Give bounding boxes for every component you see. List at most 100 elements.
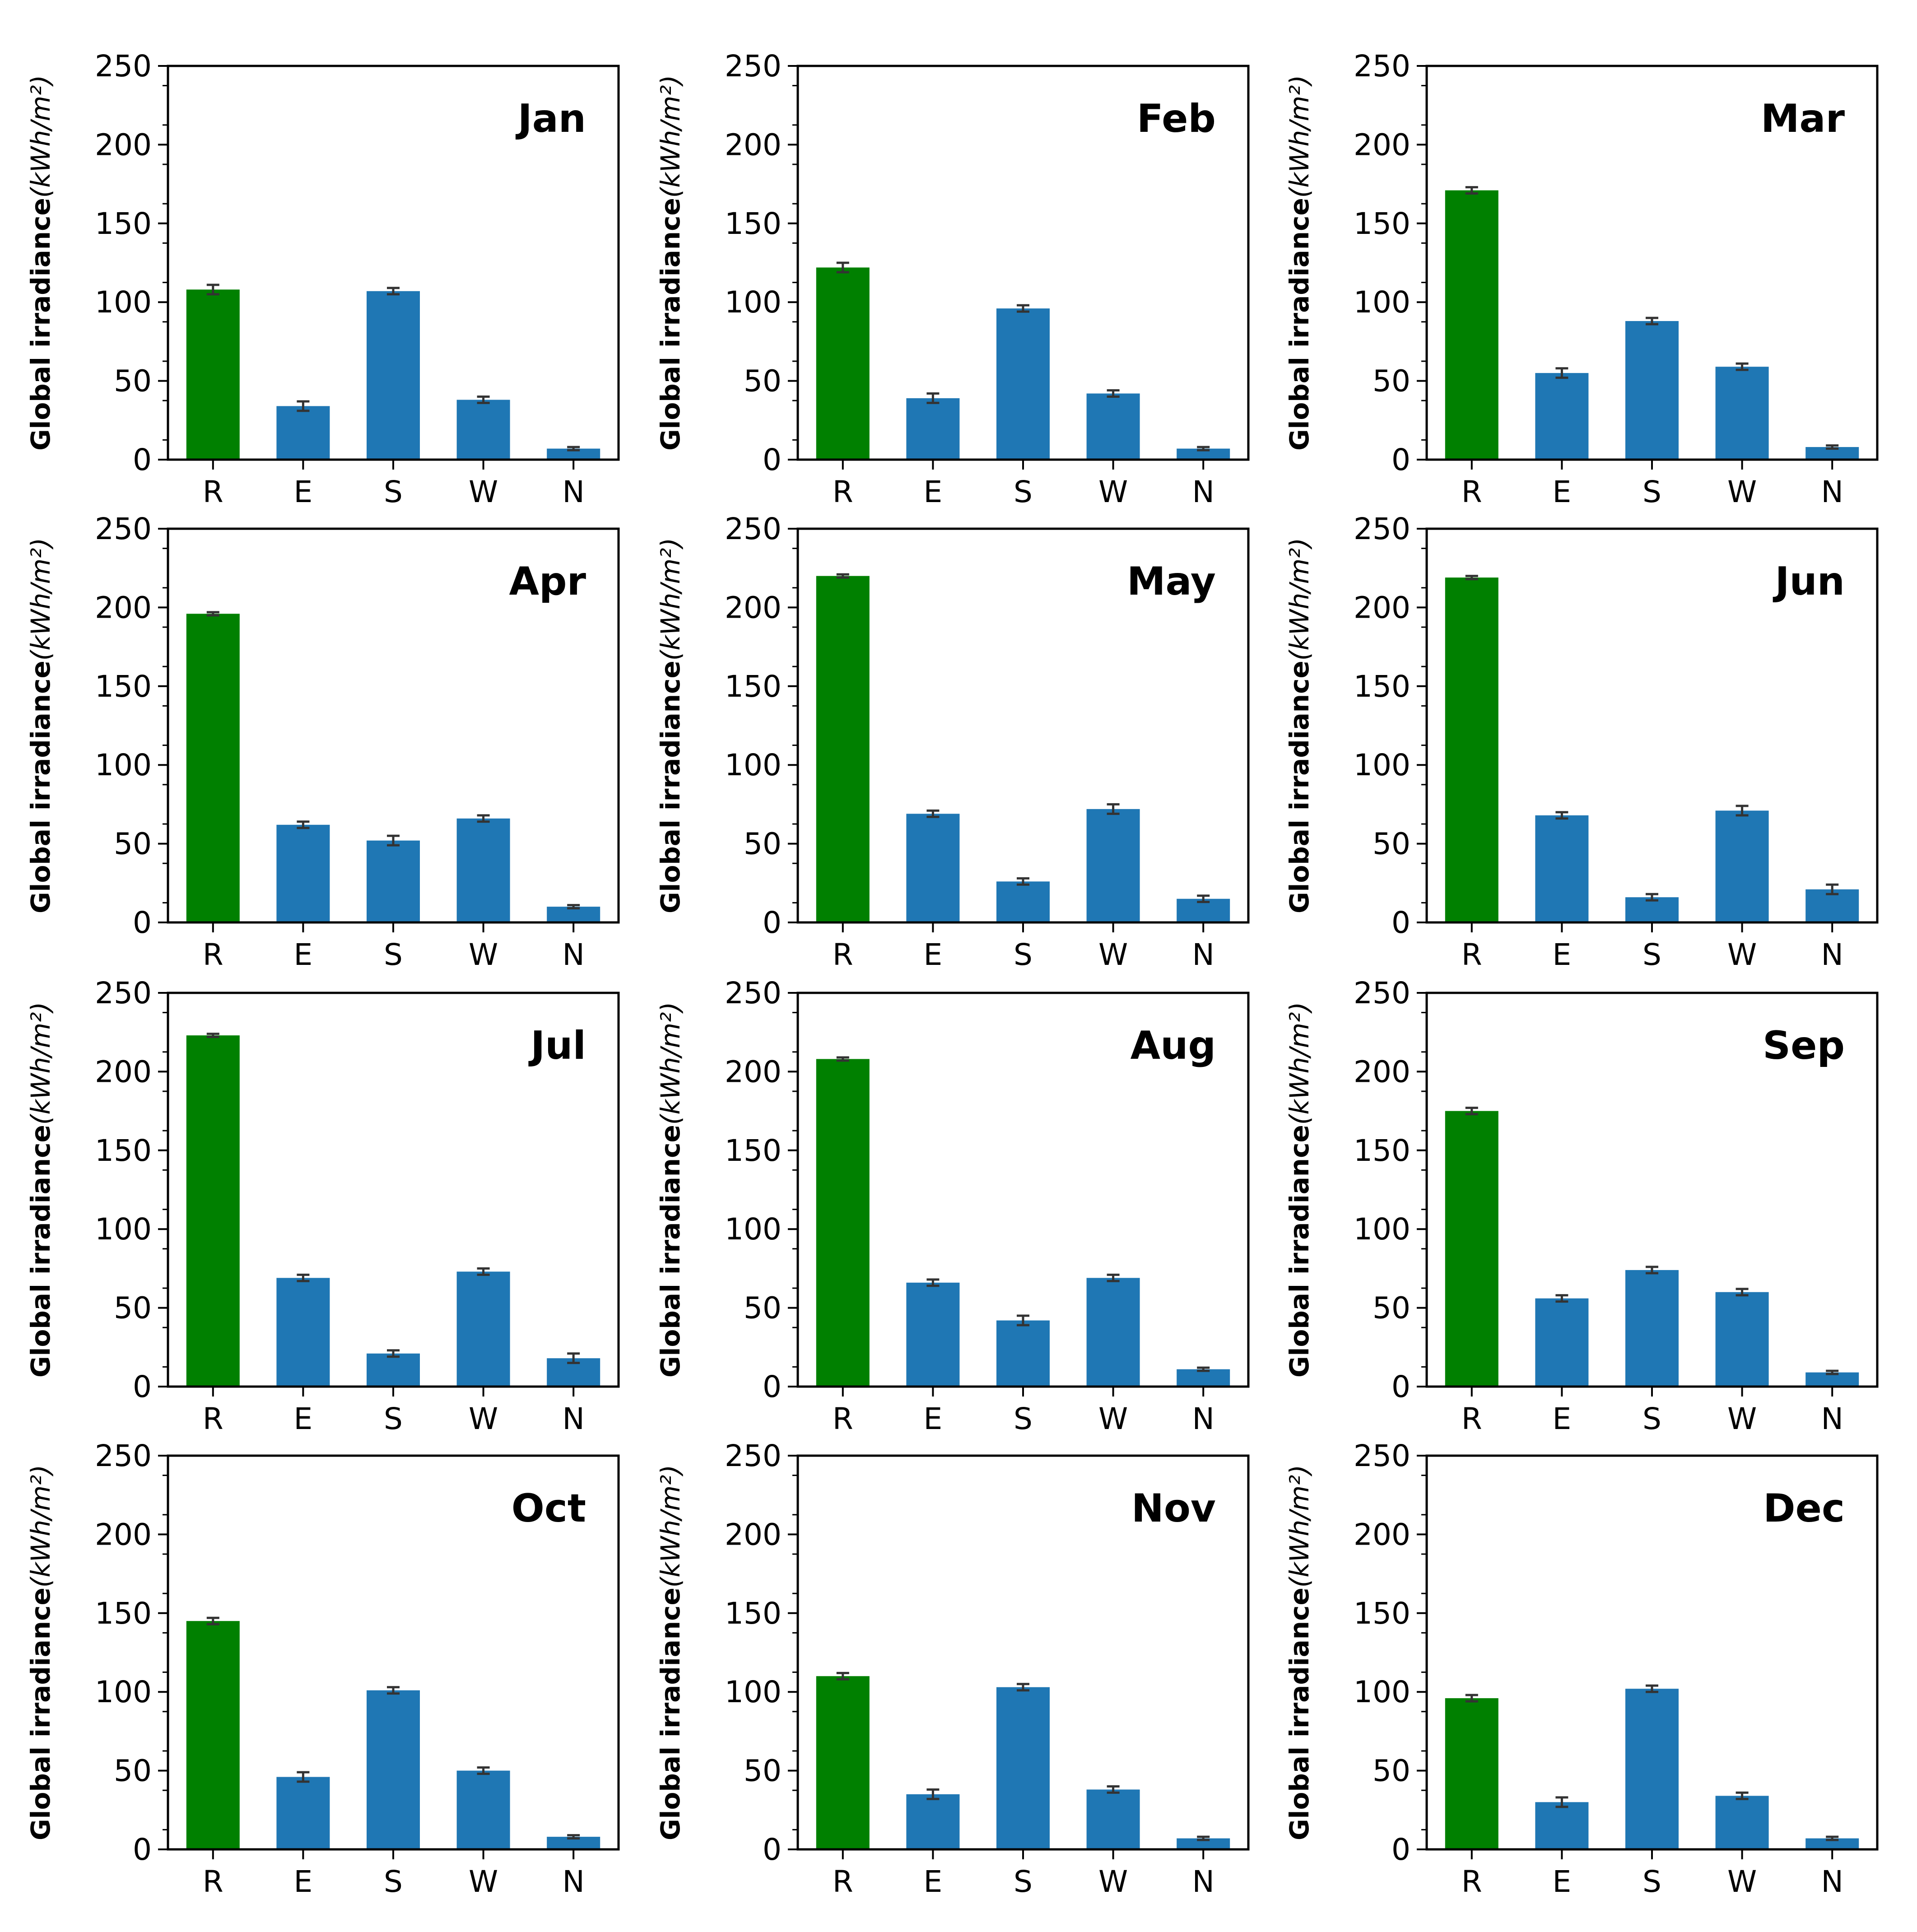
y-tick-label: 200: [1354, 1054, 1410, 1089]
y-tick-label: 150: [95, 1133, 152, 1168]
y-tick-label: 250: [725, 49, 782, 84]
panel-title: Apr: [509, 559, 586, 604]
bar-may-s: [996, 881, 1050, 922]
errorbar-aug-n: [1197, 1366, 1210, 1372]
x-tick-label-r: R: [833, 1864, 853, 1899]
errorbar-dec-r: [1465, 1694, 1478, 1703]
x-tick-label-s: S: [384, 1401, 403, 1436]
bar-apr-w: [456, 818, 510, 922]
bar-jul-e: [276, 1278, 330, 1387]
panel-nov: 0 50 100 150 200 250 R E S W N Nov Global irradiance…: [655, 1439, 1250, 1899]
y-tick-label: 0: [763, 1369, 782, 1404]
y-tick-label: 250: [95, 1439, 152, 1473]
y-axis-label-unit: (kWh/m²): [1284, 1002, 1315, 1125]
errorbar-mar-s: [1646, 317, 1658, 326]
y-axis-label-main: Global irradiance: [655, 198, 686, 451]
errorbar-sep-r: [1465, 1107, 1478, 1116]
x-tick-label-n: N: [1821, 1401, 1843, 1436]
y-tick-label: 250: [95, 976, 152, 1010]
y-tick-label: 100: [95, 1212, 152, 1247]
x-tick-label-e: E: [294, 1864, 313, 1899]
x-tick-label-s: S: [1642, 937, 1661, 972]
y-tick-label: 250: [725, 1439, 782, 1473]
errorbar-may-e: [926, 809, 940, 818]
errorbar-oct-w: [477, 1766, 490, 1775]
y-axis-label-unit: (kWh/m²): [655, 538, 686, 661]
y-axis-label-main: Global irradiance: [25, 661, 56, 913]
bar-dec-w: [1715, 1796, 1769, 1849]
y-tick-label: 0: [133, 442, 152, 477]
x-tick-label-w: W: [469, 1401, 498, 1436]
x-tick-label-n: N: [563, 1864, 585, 1899]
x-tick-label-r: R: [833, 1401, 853, 1436]
y-tick-label: 100: [1354, 1675, 1410, 1709]
y-tick-label: 150: [95, 669, 152, 704]
y-tick-label: 0: [763, 442, 782, 477]
y-tick-label: 100: [725, 748, 782, 782]
bar-jun-w: [1715, 810, 1769, 922]
y-tick-label: 100: [1354, 748, 1410, 782]
x-tick-label-s: S: [1014, 475, 1033, 509]
y-axis-label-unit: (kWh/m²): [25, 1002, 56, 1125]
x-tick-label-n: N: [1192, 1864, 1214, 1899]
bar-oct-s: [367, 1690, 420, 1849]
bar-aug-n: [1177, 1369, 1230, 1387]
y-tick-label: 50: [744, 827, 782, 861]
errorbar-nov-w: [1107, 1785, 1120, 1794]
bar-sep-w: [1715, 1292, 1769, 1387]
panel-sep: 0 50 100 150 200 250 R E S W N Sep Global irradiance…: [1284, 976, 1879, 1436]
x-tick-label-w: W: [469, 475, 498, 509]
y-axis-label-unit: (kWh/m²): [1284, 538, 1315, 661]
y-tick-label: 200: [725, 590, 782, 625]
x-tick-label-s: S: [384, 937, 403, 972]
bar-may-e: [906, 814, 960, 922]
y-tick-label: 150: [95, 1596, 152, 1631]
bar-feb-w: [1086, 393, 1140, 460]
x-tick-label-w: W: [469, 937, 498, 972]
errorbar-jan-e: [297, 400, 310, 412]
errorbar-sep-w: [1736, 1288, 1749, 1297]
x-tick-label-w: W: [1098, 937, 1128, 972]
errorbar-nov-s: [1017, 1683, 1029, 1692]
y-tick-label: 100: [95, 285, 152, 320]
x-tick-label-s: S: [384, 1864, 403, 1899]
panel-jul: 0 50 100 150 200 250 R E S W N Jul Global irradiance…: [25, 976, 620, 1436]
y-axis-label: Global irradiance(kWh/m²): [25, 1002, 56, 1378]
x-tick-label-e: E: [924, 937, 943, 972]
x-tick-label-n: N: [1821, 1864, 1843, 1899]
y-tick-label: 200: [95, 1054, 152, 1089]
bar-feb-s: [996, 308, 1050, 460]
errorbar-jul-s: [387, 1349, 400, 1358]
y-tick-label: 250: [1354, 49, 1410, 84]
bar-mar-s: [1625, 321, 1679, 460]
x-tick-label-r: R: [203, 475, 223, 509]
y-tick-label: 50: [1373, 1754, 1410, 1788]
bar-sep-r: [1445, 1111, 1498, 1387]
bar-feb-e: [906, 398, 960, 460]
y-axis-label-main: Global irradiance: [25, 1587, 56, 1840]
errorbar-oct-e: [297, 1771, 310, 1783]
y-tick-label: 0: [133, 905, 152, 940]
x-tick-label-n: N: [563, 475, 585, 509]
y-tick-label: 200: [95, 1517, 152, 1552]
errorbar-feb-n: [1197, 446, 1210, 452]
bar-nov-r: [816, 1676, 870, 1849]
y-axis-label: Global irradiance(kWh/m²): [25, 1465, 56, 1840]
bar-feb-r: [816, 267, 870, 460]
errorbar-dec-s: [1646, 1684, 1658, 1693]
panel-title: Dec: [1763, 1486, 1845, 1531]
y-tick-label: 0: [133, 1369, 152, 1404]
errorbar-may-n: [1197, 894, 1210, 903]
x-tick-label-r: R: [1461, 1864, 1482, 1899]
y-tick-label: 150: [1354, 206, 1410, 241]
panel-title: Jul: [528, 1023, 586, 1068]
errorbar-jun-r: [1465, 575, 1478, 581]
bar-jun-e: [1535, 815, 1589, 922]
panel-title: Feb: [1137, 96, 1216, 141]
x-tick-label-e: E: [1553, 937, 1572, 972]
y-tick-label: 100: [95, 1675, 152, 1709]
panel-oct: 0 50 100 150 200 250 R E S W N Oct Global irradiance…: [25, 1439, 620, 1899]
y-axis-label: Global irradiance(kWh/m²): [1284, 538, 1315, 913]
x-tick-label-r: R: [203, 937, 223, 972]
